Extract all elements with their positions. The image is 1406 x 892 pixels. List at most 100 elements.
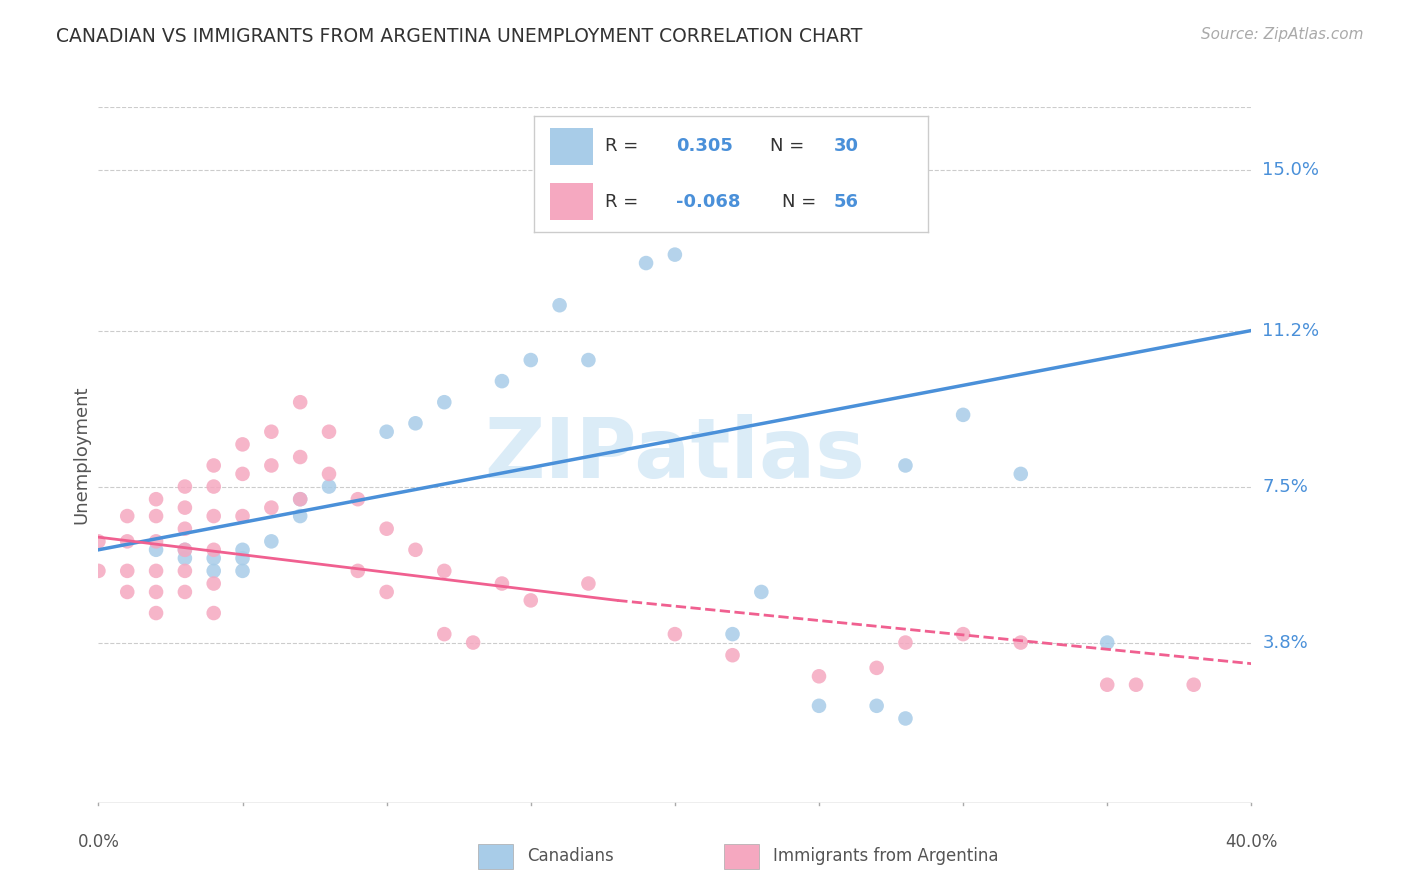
Text: CANADIAN VS IMMIGRANTS FROM ARGENTINA UNEMPLOYMENT CORRELATION CHART: CANADIAN VS IMMIGRANTS FROM ARGENTINA UN…: [56, 27, 863, 45]
Point: [461, 635, 484, 649]
Point: [117, 564, 138, 578]
Point: [433, 395, 456, 409]
Point: [202, 458, 225, 473]
Point: [1097, 635, 1119, 649]
Point: [87, 564, 110, 578]
Point: [202, 479, 225, 493]
Point: [290, 450, 312, 464]
Point: [721, 627, 744, 641]
Text: 30: 30: [834, 137, 859, 155]
Point: [375, 425, 398, 439]
Point: [87, 534, 110, 549]
Point: [231, 467, 254, 481]
Point: [894, 711, 917, 725]
Point: [1010, 635, 1032, 649]
Point: [231, 564, 254, 578]
Point: [491, 576, 513, 591]
Text: 11.2%: 11.2%: [1263, 321, 1320, 340]
Point: [1182, 678, 1205, 692]
Text: ZIPatlas: ZIPatlas: [485, 415, 865, 495]
Point: [346, 492, 368, 507]
Point: [290, 492, 312, 507]
Text: N =: N =: [782, 193, 823, 211]
Text: Canadians: Canadians: [527, 847, 614, 865]
Text: 40.0%: 40.0%: [1225, 833, 1278, 851]
Point: [318, 479, 340, 493]
Point: [260, 500, 283, 515]
FancyBboxPatch shape: [550, 128, 593, 165]
Point: [1010, 467, 1032, 481]
Text: R =: R =: [605, 193, 644, 211]
Point: [202, 564, 225, 578]
Point: [174, 542, 197, 557]
Point: [1125, 678, 1147, 692]
Point: [491, 374, 513, 388]
Point: [145, 542, 167, 557]
Text: 7.5%: 7.5%: [1263, 477, 1309, 496]
Point: [375, 522, 398, 536]
Point: [174, 585, 197, 599]
Point: [1097, 678, 1119, 692]
Point: [578, 576, 600, 591]
Point: [145, 606, 167, 620]
Point: [807, 698, 830, 713]
Point: [174, 542, 197, 557]
Point: [117, 509, 138, 524]
Point: [952, 408, 974, 422]
Text: 0.0%: 0.0%: [77, 833, 120, 851]
Point: [260, 534, 283, 549]
Text: R =: R =: [605, 137, 644, 155]
Text: 3.8%: 3.8%: [1263, 633, 1308, 651]
Point: [721, 648, 744, 663]
Text: -0.068: -0.068: [676, 193, 741, 211]
Point: [290, 492, 312, 507]
Point: [318, 467, 340, 481]
Point: [117, 534, 138, 549]
Point: [894, 635, 917, 649]
FancyBboxPatch shape: [550, 183, 593, 220]
Point: [664, 627, 686, 641]
Point: [174, 522, 197, 536]
Point: [231, 551, 254, 566]
Point: [145, 492, 167, 507]
Point: [202, 606, 225, 620]
Point: [664, 247, 686, 261]
Point: [202, 576, 225, 591]
Point: [866, 698, 889, 713]
Point: [290, 509, 312, 524]
Point: [145, 534, 167, 549]
Point: [578, 353, 600, 368]
Text: Source: ZipAtlas.com: Source: ZipAtlas.com: [1201, 27, 1364, 42]
Text: 56: 56: [834, 193, 859, 211]
Point: [260, 425, 283, 439]
Point: [231, 542, 254, 557]
Point: [260, 458, 283, 473]
Point: [145, 564, 167, 578]
Point: [952, 627, 974, 641]
Point: [433, 564, 456, 578]
Point: [433, 627, 456, 641]
Point: [318, 425, 340, 439]
Y-axis label: Unemployment: Unemployment: [72, 385, 90, 524]
Point: [174, 564, 197, 578]
Text: 0.305: 0.305: [676, 137, 733, 155]
Point: [636, 256, 658, 270]
Point: [202, 509, 225, 524]
Point: [290, 395, 312, 409]
Point: [231, 437, 254, 451]
Point: [405, 542, 427, 557]
Point: [751, 585, 773, 599]
Text: 15.0%: 15.0%: [1263, 161, 1319, 179]
Text: Immigrants from Argentina: Immigrants from Argentina: [773, 847, 998, 865]
Point: [145, 585, 167, 599]
Point: [145, 509, 167, 524]
Point: [520, 353, 543, 368]
Point: [520, 593, 543, 607]
Point: [548, 298, 571, 312]
Text: N =: N =: [770, 137, 810, 155]
Point: [174, 500, 197, 515]
Point: [375, 585, 398, 599]
Point: [202, 542, 225, 557]
Point: [231, 509, 254, 524]
Point: [174, 479, 197, 493]
